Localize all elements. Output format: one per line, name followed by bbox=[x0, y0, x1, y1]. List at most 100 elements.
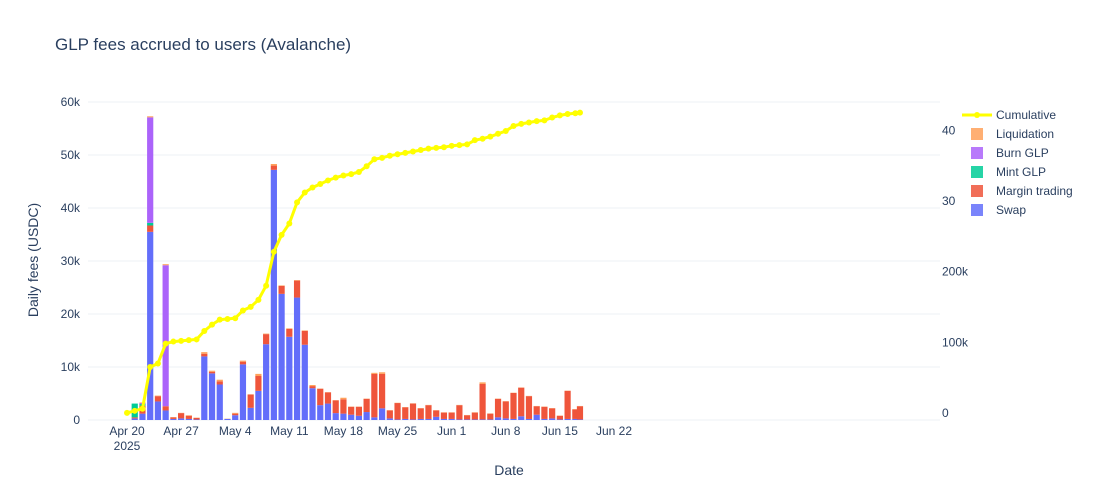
cumulative-point bbox=[456, 142, 463, 149]
cumulative-point bbox=[510, 123, 517, 130]
legend[interactable]: Cumulative Liquidation Burn GLP Mint GLP Mar… bbox=[962, 108, 1073, 217]
cumulative-point bbox=[178, 337, 185, 344]
bar-segment-liquidation bbox=[270, 164, 277, 166]
x-tick-label: Jun 22 bbox=[596, 424, 632, 438]
bar-segment-margin-trading bbox=[286, 328, 293, 337]
bar-segment-liquidation bbox=[201, 352, 208, 354]
bar-segment-margin-trading bbox=[216, 381, 223, 385]
bar-segment-swap bbox=[239, 364, 247, 420]
bar-segment-margin-trading bbox=[533, 406, 540, 415]
cumulative-point bbox=[270, 248, 277, 255]
cumulative-point bbox=[170, 338, 177, 345]
x-tick-label: Jun 15 bbox=[542, 424, 578, 438]
cumulative-point bbox=[572, 110, 579, 117]
legend-label-cumulative: Cumulative bbox=[996, 108, 1056, 122]
bar-segment-swap bbox=[572, 418, 579, 420]
bar-segment-swap bbox=[324, 403, 332, 420]
cumulative-point bbox=[162, 340, 169, 347]
cumulative-point bbox=[355, 168, 362, 175]
bar-segment-margin-trading bbox=[409, 403, 417, 420]
cumulative-point bbox=[471, 137, 478, 144]
cumulative-point bbox=[131, 407, 138, 414]
cumulative-point bbox=[193, 336, 200, 343]
bar-segment-margin-trading bbox=[293, 280, 301, 298]
bar-segment-margin-trading bbox=[232, 413, 239, 416]
legend-label-liquidation: Liquidation bbox=[996, 127, 1054, 141]
cumulative-point bbox=[278, 231, 285, 238]
bar-segment-swap bbox=[363, 412, 370, 420]
bar-segment-swap bbox=[564, 418, 571, 420]
bar-segment-swap bbox=[301, 344, 308, 420]
bar-segment-swap bbox=[270, 169, 277, 420]
cumulative-point bbox=[363, 163, 370, 170]
bar-segment-swap bbox=[502, 418, 509, 420]
bar-segment-liquidation bbox=[371, 372, 378, 374]
bar-segment-liquidation bbox=[232, 412, 239, 414]
bar-segment-margin-trading bbox=[510, 392, 517, 419]
bar-segment-liquidation bbox=[378, 372, 386, 374]
cumulative-point bbox=[139, 405, 146, 412]
bar-segment-swap bbox=[232, 415, 239, 420]
bar-segment-swap bbox=[556, 419, 563, 420]
bar-segment-margin-trading bbox=[572, 409, 579, 419]
y-right-tick-label: 100k bbox=[942, 335, 969, 349]
bar-segment-swap bbox=[425, 418, 432, 420]
bar-segment-swap bbox=[131, 418, 138, 420]
legend-label-mint-glp: Mint GLP bbox=[996, 165, 1046, 179]
bar-segment-swap bbox=[255, 390, 262, 420]
cumulative-point bbox=[556, 112, 563, 119]
y-left-tick-label: 20k bbox=[61, 307, 81, 321]
bar-segment-swap bbox=[355, 415, 362, 420]
bar-segment-margin-trading bbox=[270, 165, 277, 170]
bar-segment-liquidation bbox=[278, 285, 285, 286]
legend-swatch-burn-glp bbox=[971, 147, 983, 159]
bar-segment-margin-trading bbox=[178, 413, 185, 419]
bar-segment-swap bbox=[208, 373, 216, 420]
bar-segment-margin-trading bbox=[471, 412, 478, 420]
bar-segment-margin-trading bbox=[301, 330, 308, 345]
legend-label-margin-trading: Margin trading bbox=[996, 184, 1073, 198]
cumulative-point bbox=[154, 360, 161, 367]
cumulative-point bbox=[247, 303, 254, 310]
bar-segment-margin-trading bbox=[247, 394, 254, 408]
bar-segment-swap bbox=[170, 418, 177, 420]
cumulative-point bbox=[379, 154, 386, 161]
bar-segment-swap bbox=[386, 418, 393, 420]
cumulative-point bbox=[324, 177, 331, 184]
cumulative-point bbox=[147, 364, 154, 370]
bar-segment-swap bbox=[193, 419, 200, 420]
bar-segment-burn-glp bbox=[147, 117, 154, 223]
bar-segment-margin-trading bbox=[154, 396, 162, 402]
cumulative-point bbox=[286, 220, 293, 227]
bar-segment-liquidation bbox=[147, 116, 154, 118]
bar-segment-margin-trading bbox=[348, 406, 355, 415]
bar-segment-swap bbox=[371, 417, 378, 420]
cumulative-point bbox=[549, 114, 556, 121]
cumulative-point bbox=[201, 327, 208, 334]
cumulative-point bbox=[124, 409, 130, 416]
bar-segment-swap bbox=[510, 418, 517, 420]
bar-segment-margin-trading bbox=[394, 403, 401, 420]
bar-segment-swap bbox=[494, 417, 502, 420]
bar-segment-liquidation bbox=[286, 328, 293, 329]
bar-segment-margin-trading bbox=[239, 361, 247, 365]
cumulative-point bbox=[448, 142, 455, 149]
bar-segment-swap bbox=[263, 344, 270, 420]
cumulative-point bbox=[216, 316, 223, 323]
legend-swatch-liquidation bbox=[971, 128, 983, 140]
bar-segment-swap bbox=[525, 418, 533, 420]
bar-segment-swap bbox=[487, 419, 494, 420]
bar-segment-swap bbox=[309, 388, 316, 420]
bar-segment-margin-trading bbox=[479, 383, 486, 420]
gridlines bbox=[88, 101, 940, 421]
bar-segment-margin-trading bbox=[494, 398, 502, 418]
bar-segment-margin-trading bbox=[433, 410, 440, 417]
bar-segment-swap bbox=[541, 418, 548, 420]
bar-segment-margin-trading bbox=[448, 412, 455, 419]
cumulative-point bbox=[495, 130, 502, 137]
bar-segment-swap bbox=[293, 297, 301, 420]
cumulative-point bbox=[440, 144, 447, 151]
bar-segment-swap bbox=[162, 410, 169, 420]
bar-segment-swap bbox=[456, 419, 463, 420]
